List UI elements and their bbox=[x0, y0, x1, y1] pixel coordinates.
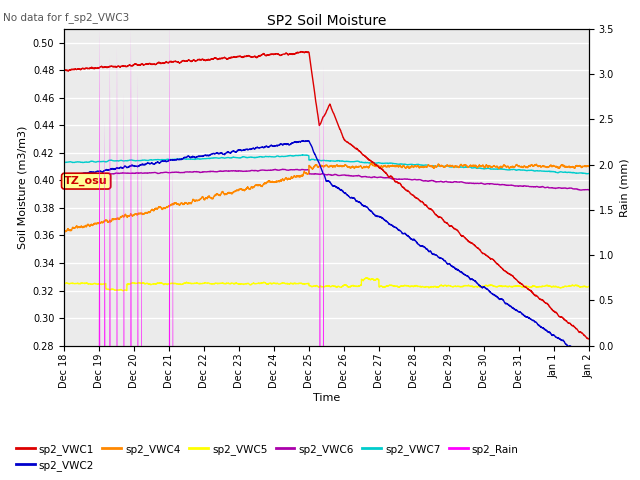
Title: SP2 Soil Moisture: SP2 Soil Moisture bbox=[267, 13, 386, 28]
Legend: sp2_VWC1, sp2_VWC2, sp2_VWC4, sp2_VWC5, sp2_VWC6, sp2_VWC7, sp2_Rain: sp2_VWC1, sp2_VWC2, sp2_VWC4, sp2_VWC5, … bbox=[12, 439, 523, 475]
Text: TZ_osu: TZ_osu bbox=[65, 176, 108, 186]
Y-axis label: Soil Moisture (m3/m3): Soil Moisture (m3/m3) bbox=[17, 125, 28, 249]
Y-axis label: Rain (mm): Rain (mm) bbox=[620, 158, 630, 216]
X-axis label: Time: Time bbox=[313, 394, 340, 403]
Text: No data for f_sp2_VWC3: No data for f_sp2_VWC3 bbox=[3, 12, 129, 23]
